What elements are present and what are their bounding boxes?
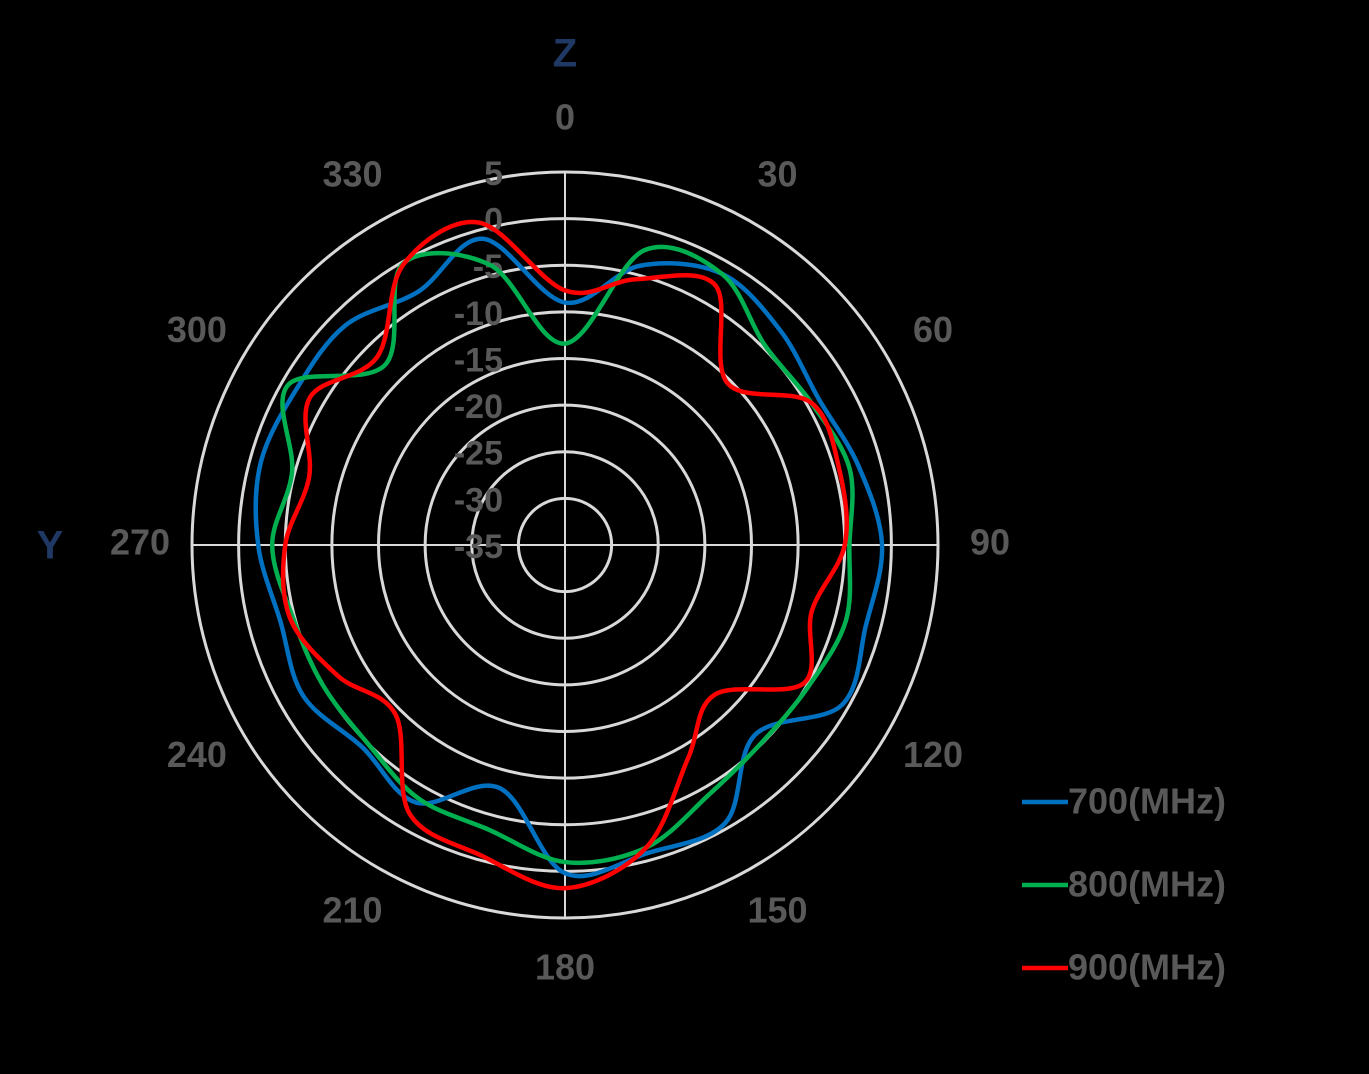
theta-tick-label: 270 [110, 522, 170, 563]
r-tick-label: -5 [473, 248, 503, 286]
theta-tick-label: 90 [970, 522, 1010, 563]
r-tick-label: -25 [454, 435, 503, 473]
series-line [280, 219, 850, 891]
r-tick-label: -30 [454, 481, 503, 519]
theta-tick-label: 240 [167, 734, 227, 775]
theta-tick-label: 120 [903, 734, 963, 775]
r-tick-label: -15 [454, 341, 503, 379]
theta-tick-label: 300 [167, 309, 227, 350]
r-tick-label: -10 [454, 295, 503, 333]
theta-tick-label: 180 [535, 947, 595, 988]
theta-tick-label: 0 [555, 97, 575, 138]
r-tick-label: -20 [454, 388, 503, 426]
series-line [269, 244, 855, 866]
theta-tick-label: 30 [757, 153, 797, 194]
theta-tick-label: 330 [322, 153, 382, 194]
r-tick-label: 5 [484, 155, 503, 193]
legend-label: 700(MHz) [1068, 781, 1226, 822]
theta-tick-label: 150 [747, 890, 807, 931]
theta-tick-label: 210 [322, 890, 382, 931]
theta-tick-label: 60 [913, 309, 953, 350]
r-tick-label: -35 [454, 528, 503, 566]
top-axis-label: Z [553, 32, 577, 76]
series-line [253, 236, 885, 879]
legend-label: 800(MHz) [1068, 864, 1226, 905]
legend-label: 900(MHz) [1068, 947, 1226, 988]
left-axis-label: Y [37, 524, 64, 568]
